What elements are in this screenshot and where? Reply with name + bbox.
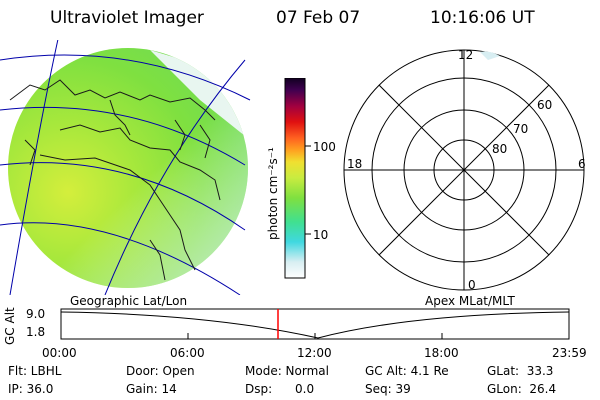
mlt-label-0: 0 [468, 278, 476, 292]
mode-info: Mode: Normal [245, 364, 329, 378]
filter-info: Flt: LBHL [8, 364, 62, 378]
mlt-label-12: 12 [458, 48, 474, 62]
observation-time: 10:16:06 UT [430, 8, 535, 28]
apex-label: Apex MLat/MLT [425, 294, 515, 308]
dsp-info: Dsp: 0.0 [245, 382, 315, 396]
time-tick-2359: 23:59 [552, 346, 587, 360]
instrument-title: Ultraviolet Imager [50, 8, 204, 28]
colorbar-tick-100: 100 [313, 140, 336, 154]
polar-grid [343, 49, 585, 291]
geographic-label: Geographic Lat/Lon [70, 294, 188, 308]
gc-alt-info: GC Alt: 4.1 Re [365, 364, 449, 378]
strip-y-tick-high: 9.0 [26, 307, 46, 321]
time-tick-0600: 06:00 [170, 346, 205, 360]
color-scale-bar [284, 78, 311, 279]
mlat-label-70: 70 [513, 122, 529, 136]
time-tick-1800: 18:00 [424, 346, 459, 360]
colorbar-unit-label: photon cm⁻²s⁻¹ [266, 147, 280, 240]
mlat-label-60: 60 [537, 98, 553, 112]
glat-info: GLat: 33.3 [487, 364, 554, 378]
glon-info: GLon: 26.4 [487, 382, 557, 396]
door-info: Door: Open [126, 364, 195, 378]
mlt-label-18: 18 [347, 157, 363, 171]
strip-y-tick-low: 1.8 [26, 325, 46, 339]
coastlines [9, 79, 221, 281]
lat-lon-grid [0, 40, 251, 295]
colorbar-tick-10: 10 [313, 228, 329, 242]
mlat-label-80: 80 [492, 142, 508, 156]
altitude-curve [60, 311, 570, 339]
observation-date: 07 Feb 07 [276, 8, 361, 28]
aurora-patch [480, 51, 500, 60]
time-tick-1200: 12:00 [297, 346, 332, 360]
polar-mlt-panel [343, 49, 585, 291]
gain-info: Gain: 14 [126, 382, 177, 396]
earth-disk [8, 48, 248, 288]
seq-info: Seq: 39 [365, 382, 411, 396]
altitude-strip-chart [60, 308, 570, 340]
strip-axis-title: GC Alt [3, 307, 17, 345]
ip-info: IP: 36.0 [8, 382, 54, 396]
time-tick-0000: 00:00 [42, 346, 77, 360]
geographic-image-panel [0, 40, 251, 295]
mlt-label-6: 6 [578, 157, 586, 171]
